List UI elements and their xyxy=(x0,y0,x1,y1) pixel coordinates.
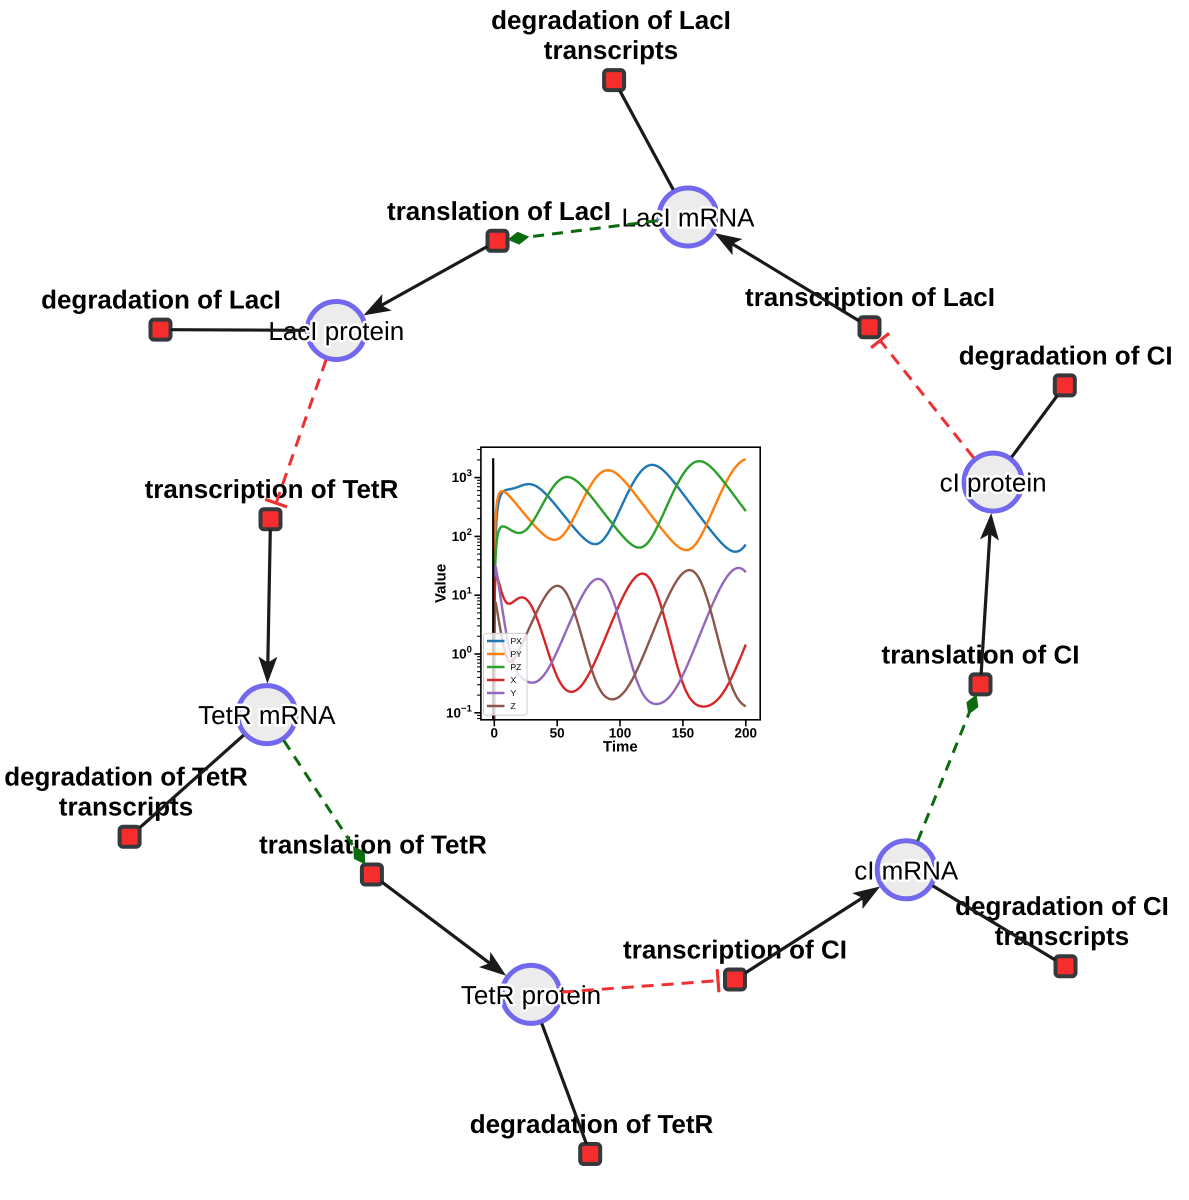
svg-text:100: 100 xyxy=(609,725,632,740)
svg-text:Time: Time xyxy=(603,739,638,756)
svg-text:0: 0 xyxy=(491,725,499,740)
svg-text:50: 50 xyxy=(550,725,565,740)
svg-text:150: 150 xyxy=(672,725,695,740)
svg-text:degradation of CI: degradation of CI xyxy=(955,891,1169,921)
svg-text:200: 200 xyxy=(735,725,758,740)
svg-text:PX: PX xyxy=(511,636,523,646)
svg-text:TetR mRNA: TetR mRNA xyxy=(198,700,336,730)
svg-text:transcripts: transcripts xyxy=(59,792,193,822)
svg-text:LacI mRNA: LacI mRNA xyxy=(622,203,756,233)
svg-text:Y: Y xyxy=(511,688,517,698)
svg-text:degradation of LacI: degradation of LacI xyxy=(41,285,281,315)
svg-text:transcription of CI: transcription of CI xyxy=(623,935,847,965)
svg-text:degradation of CI: degradation of CI xyxy=(959,340,1173,370)
svg-text:translation of TetR: translation of TetR xyxy=(259,830,487,860)
svg-text:translation of LacI: translation of LacI xyxy=(387,196,611,226)
svg-text:degradation of TetR: degradation of TetR xyxy=(4,762,248,792)
svg-text:degradation of TetR: degradation of TetR xyxy=(470,1109,714,1139)
svg-text:degradation of LacI: degradation of LacI xyxy=(491,5,731,35)
svg-text:PZ: PZ xyxy=(511,662,522,672)
svg-text:transcripts: transcripts xyxy=(544,35,678,65)
svg-text:Value: Value xyxy=(433,564,450,603)
svg-text:cI mRNA: cI mRNA xyxy=(854,855,959,885)
svg-text:PY: PY xyxy=(511,649,523,659)
svg-text:Z: Z xyxy=(511,701,516,711)
svg-text:transcription of TetR: transcription of TetR xyxy=(145,474,399,504)
svg-text:TetR protein: TetR protein xyxy=(461,980,601,1010)
svg-text:X: X xyxy=(511,675,517,685)
svg-text:transcription of LacI: transcription of LacI xyxy=(745,282,995,312)
svg-text:cI protein: cI protein xyxy=(940,468,1047,498)
